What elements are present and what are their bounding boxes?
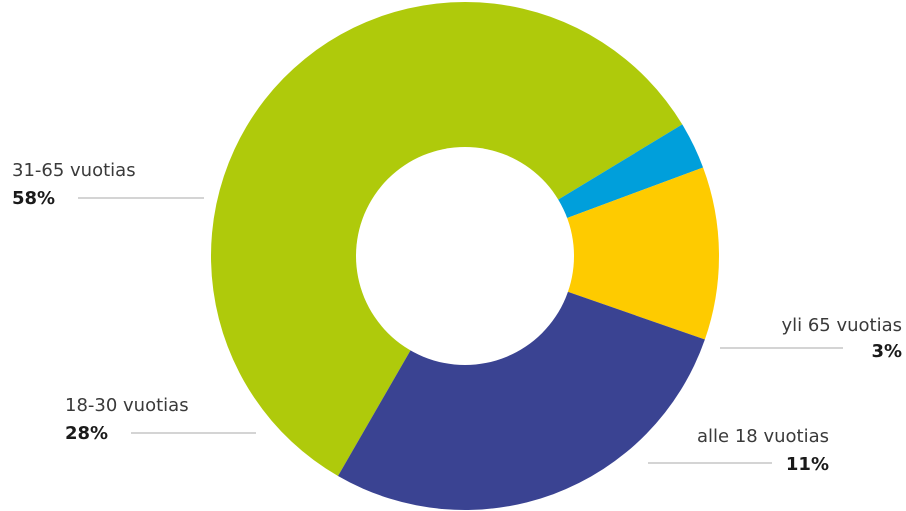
donut-hole [356,147,574,365]
slice-label-yli-65: yli 65 vuotias 3% [720,315,902,362]
slice-label-18-30: 18-30 vuotias 28% [65,395,256,444]
slice-value-yli-65: 3% [871,341,902,362]
slice-label-31-65: 31-65 vuotias 58% [12,160,204,209]
slice-name-alle-18: alle 18 vuotias [697,426,829,447]
slice-value-31-65: 58% [12,188,55,209]
slice-value-alle-18: 11% [786,454,829,475]
slice-name-yli-65: yli 65 vuotias [781,315,902,336]
slice-value-18-30: 28% [65,423,108,444]
donut-slice-alle-18-vuotias [465,167,719,340]
slice-name-31-65: 31-65 vuotias [12,160,136,181]
slice-label-alle-18: alle 18 vuotias 11% [648,426,829,475]
slice-name-18-30: 18-30 vuotias [65,395,189,416]
